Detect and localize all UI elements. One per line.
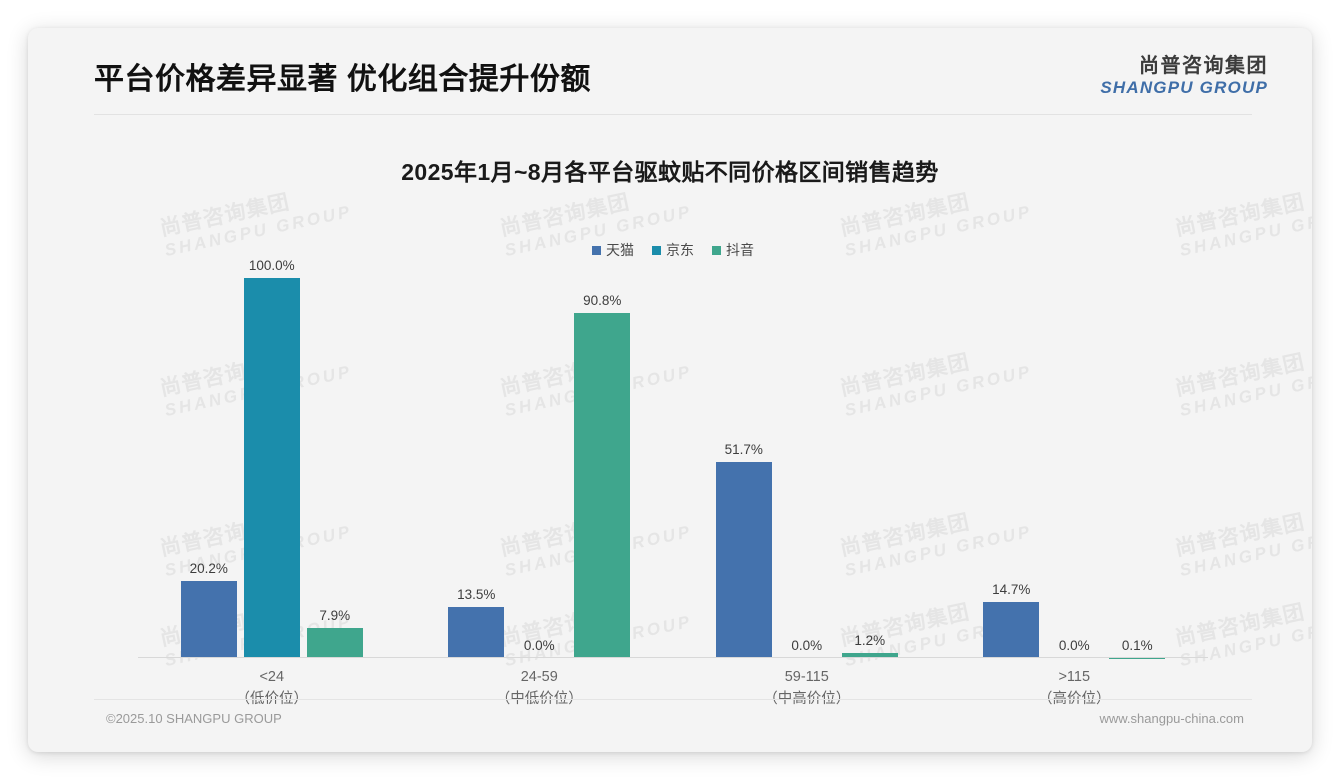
bar-value-label: 1.2%	[854, 633, 886, 649]
footer-divider	[94, 699, 1252, 700]
bar-天猫-59-115[interactable]: 51.7%	[715, 442, 772, 658]
legend-label: 抖音	[726, 242, 754, 258]
bar-天猫->115[interactable]: 14.7%	[983, 582, 1040, 658]
bar-slot: 0.1%	[1109, 278, 1166, 658]
x-axis-label-24-59: 24-59 （中低价位）	[406, 666, 674, 711]
chart-plot-area: 20.2% 100.0% 7.9% 13.5% 0.0% 90.8% 51.7% 0.0% 1.…	[138, 258, 1209, 658]
chart-title: 2025年1月~8月各平台驱蚊贴不同价格区间销售趋势	[401, 159, 939, 185]
legend-swatch-icon	[592, 245, 601, 255]
x-axis-label-range: 59-115	[784, 669, 829, 685]
bar-slot: 13.5%	[448, 278, 505, 658]
bar-value-label: 20.2%	[189, 561, 228, 577]
slide-header: 平台价格差异显著 优化组合提升份额 尚普咨询集团 SHANGPU GROUP	[28, 28, 1312, 118]
bar-value-label: 90.8%	[583, 292, 622, 308]
bar-slot: 7.9%	[306, 278, 363, 658]
bar-京东-<24[interactable]: 100.0%	[243, 258, 300, 658]
bar-slot: 51.7%	[715, 278, 772, 658]
x-axis-label-range: <24	[259, 669, 285, 685]
header-divider	[94, 114, 1252, 115]
bar-slot: 14.7%	[983, 278, 1040, 658]
legend-label: 京东	[666, 242, 694, 258]
bar-抖音-24-59[interactable]: 90.8%	[574, 293, 631, 658]
x-axis-label-range: 24-59	[520, 669, 558, 685]
page-title: 平台价格差异显著 优化组合提升份额	[94, 63, 591, 96]
x-axis-label-59-115: 59-115 （中高价位）	[673, 666, 941, 711]
x-axis-baseline	[138, 657, 1208, 658]
x-axis-labels: <24 （低价位） 24-59 （中低价位） 59-115 （中高价位） >115 （高价位）	[138, 666, 1208, 711]
x-axis-label-<24: <24 （低价位）	[138, 666, 406, 711]
x-axis-label-range: >115	[1058, 669, 1091, 685]
legend-swatch-icon	[652, 245, 661, 255]
footer-copyright: ©2025.10 SHANGPU GROUP	[106, 711, 282, 726]
bar-value-label: 0.0%	[1058, 638, 1090, 653]
bar-slot: 0.0%	[1046, 278, 1102, 658]
bar-value-label: 14.7%	[992, 582, 1031, 598]
slide-card: 平台价格差异显著 优化组合提升份额 尚普咨询集团 SHANGPU GROUP 2…	[28, 28, 1312, 752]
bar-slot: 90.8%	[574, 278, 631, 658]
bar-slot: 0.0%	[779, 278, 835, 658]
brand-logo: 尚普咨询集团 SHANGPU GROUP	[1100, 56, 1268, 97]
bar-天猫-<24[interactable]: 20.2%	[180, 561, 237, 658]
legend-item-抖音[interactable]: 抖音	[712, 240, 754, 260]
bar-slot: 100.0%	[243, 258, 300, 658]
bar-value-label: 100.0%	[248, 258, 295, 273]
chart-legend: 天猫 京东 抖音	[98, 240, 1248, 260]
bar-group: 14.7% 0.0% 0.1%	[941, 278, 1209, 658]
bar-groups: 20.2% 100.0% 7.9% 13.5% 0.0% 90.8% 51.7% 0.0% 1.…	[138, 258, 1209, 658]
bar-天猫-24-59[interactable]: 13.5%	[448, 587, 505, 658]
bar-value-label: 0.0%	[791, 638, 823, 653]
legend-swatch-icon	[712, 245, 721, 255]
bar-slot: 20.2%	[180, 278, 237, 658]
bar-value-label: 0.0%	[523, 638, 555, 653]
bar-value-label: 51.7%	[724, 441, 763, 457]
bar-value-label: 13.5%	[457, 586, 496, 602]
brand-name-en: SHANGPU GROUP	[1100, 78, 1268, 97]
bar-抖音-59-115[interactable]: 1.2%	[841, 633, 898, 658]
bar-value-label: 7.9%	[319, 607, 351, 623]
bar-slot: 1.2%	[841, 278, 898, 658]
legend-label: 天猫	[606, 242, 634, 258]
x-axis-label->115: >115 （高价位）	[941, 666, 1209, 711]
bar-group: 51.7% 0.0% 1.2%	[673, 278, 941, 658]
bar-value-label: 0.1%	[1121, 637, 1153, 653]
chart-region: 尚普咨询集团 SHANGPU GROUP 尚普咨询集团 SHANGPU GROUP 尚普…	[98, 191, 1312, 707]
brand-name-cn: 尚普咨询集团	[1139, 55, 1268, 77]
footer-website[interactable]: www.shangpu-china.com	[1099, 711, 1244, 726]
bar-group: 20.2% 100.0% 7.9%	[138, 258, 406, 658]
legend-item-天猫[interactable]: 天猫	[592, 240, 634, 260]
bar-slot: 0.0%	[511, 278, 567, 658]
bar-group: 13.5% 0.0% 90.8%	[406, 278, 674, 658]
bar-抖音-<24[interactable]: 7.9%	[306, 608, 363, 658]
legend-item-京东[interactable]: 京东	[652, 240, 694, 260]
